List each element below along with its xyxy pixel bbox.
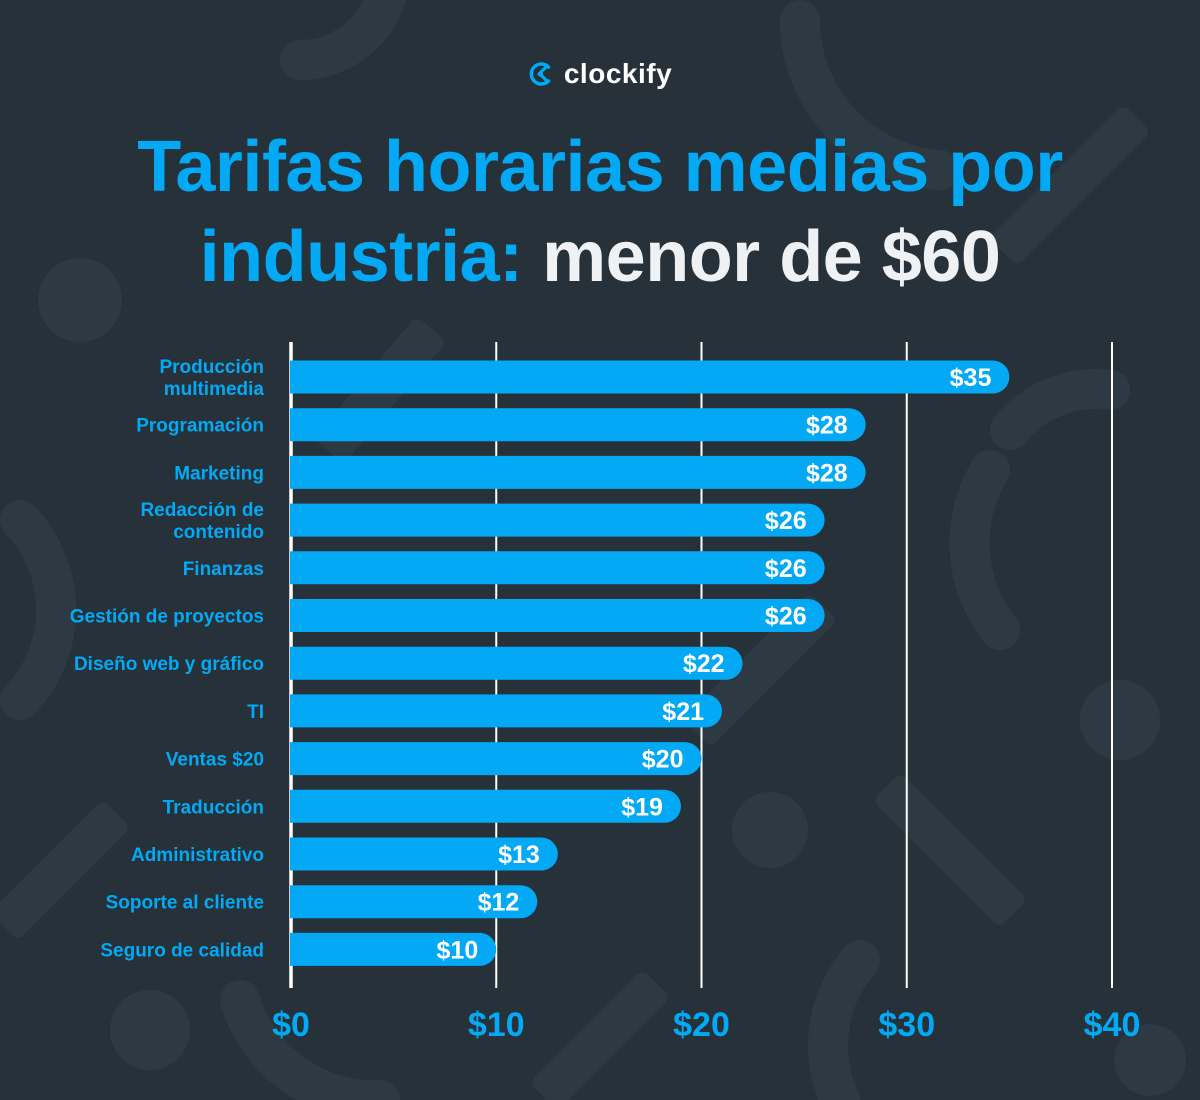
x-tick-label: $10 <box>468 1006 525 1044</box>
page-title: Tarifas horarias medias por industria: m… <box>0 122 1200 302</box>
title-line-2: industria: menor de $60 <box>0 212 1200 302</box>
bar-value-label: $19 <box>621 793 663 821</box>
x-tick-label: $30 <box>878 1006 935 1044</box>
category-label: Redacción de contenido <box>140 500 264 543</box>
bar-value-label: $28 <box>806 459 848 487</box>
bar-value-label: $35 <box>950 364 992 392</box>
category-label: TI <box>247 702 264 723</box>
category-label: Diseño web y gráfico <box>74 654 264 675</box>
bar <box>290 408 866 442</box>
category-label: Soporte al cliente <box>106 893 264 914</box>
brand-name: clockify <box>563 58 673 89</box>
bar <box>290 789 681 823</box>
category-label: Programación <box>136 416 264 437</box>
x-tick-label: $0 <box>272 1006 310 1044</box>
category-label: Producción multimedia <box>159 357 264 400</box>
bar <box>290 646 743 680</box>
bar <box>290 694 723 728</box>
bar-value-label: $26 <box>765 507 807 535</box>
bar-value-label: $10 <box>437 936 479 964</box>
category-label: Marketing <box>174 463 264 484</box>
bar <box>290 837 558 871</box>
bar <box>290 551 825 585</box>
category-label: Seguro de calidad <box>100 940 264 961</box>
title-line-2-accent: menor de $60 <box>542 217 1001 297</box>
clockify-logo-icon <box>529 62 551 86</box>
bar-value-label: $28 <box>806 412 848 440</box>
category-label: Gestión de proyectos <box>70 607 264 628</box>
bar-value-label: $20 <box>642 746 684 774</box>
bar <box>290 455 866 489</box>
category-label: Ventas $20 <box>166 750 264 771</box>
bar <box>290 885 538 919</box>
bar-value-label: $12 <box>478 889 520 917</box>
category-label: Administrativo <box>131 845 264 866</box>
bar-value-label: $21 <box>662 698 704 726</box>
bar <box>290 360 1010 394</box>
bar <box>290 932 497 966</box>
bar <box>290 599 825 632</box>
category-label: Finanzas <box>183 559 264 580</box>
x-tick-label: $20 <box>673 1006 730 1044</box>
bar-value-label: $13 <box>498 841 540 869</box>
bar <box>290 742 702 776</box>
bar-value-label: $26 <box>765 603 807 631</box>
title-line-2-prefix: industria: <box>199 217 524 297</box>
bar-value-label: $26 <box>765 555 807 583</box>
bar-value-label: $22 <box>683 650 725 678</box>
brand-header: clockify <box>0 58 1200 90</box>
category-label: Traducción <box>163 797 264 818</box>
x-tick-label: $40 <box>1084 1006 1141 1044</box>
title-line-1: Tarifas horarias medias por <box>137 127 1063 207</box>
bar <box>290 503 825 537</box>
